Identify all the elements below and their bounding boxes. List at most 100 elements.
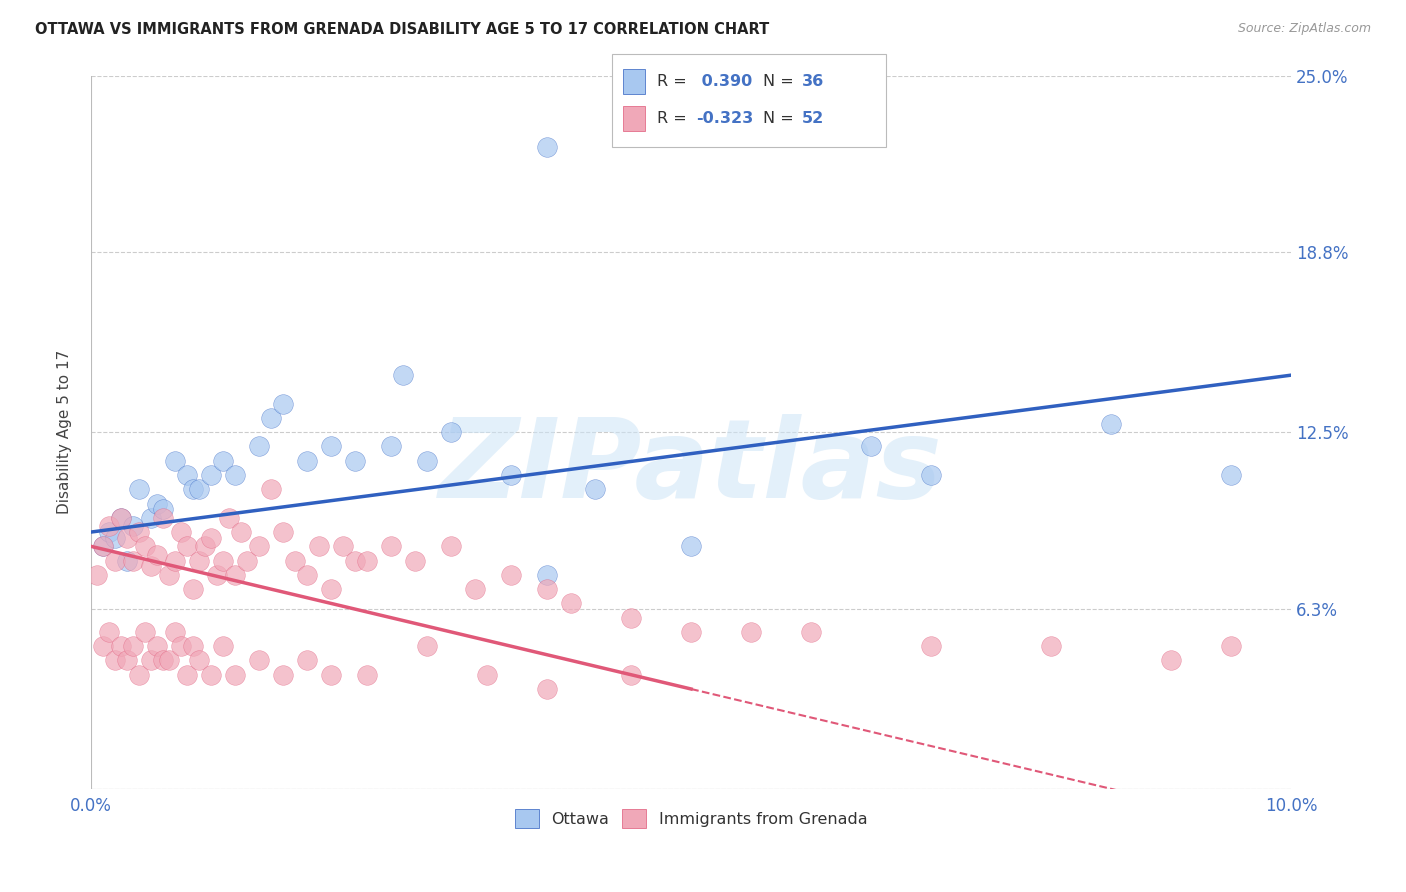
Text: Source: ZipAtlas.com: Source: ZipAtlas.com bbox=[1237, 22, 1371, 36]
Text: 52: 52 bbox=[801, 112, 824, 126]
Point bbox=[247, 440, 270, 454]
Point bbox=[163, 454, 186, 468]
Point bbox=[91, 539, 114, 553]
Point bbox=[536, 567, 558, 582]
Point bbox=[176, 539, 198, 553]
Point bbox=[404, 553, 426, 567]
Point bbox=[319, 582, 342, 596]
Point bbox=[1160, 653, 1182, 667]
Point bbox=[356, 553, 378, 567]
Point bbox=[104, 553, 127, 567]
Point bbox=[146, 496, 169, 510]
Point bbox=[416, 639, 439, 653]
Point bbox=[104, 653, 127, 667]
Point bbox=[86, 567, 108, 582]
Point bbox=[1220, 468, 1243, 483]
Point bbox=[860, 440, 883, 454]
Point bbox=[380, 440, 402, 454]
Point bbox=[271, 397, 294, 411]
Point bbox=[224, 667, 246, 681]
Point bbox=[218, 510, 240, 524]
Point bbox=[181, 582, 204, 596]
Point bbox=[620, 667, 643, 681]
Point bbox=[583, 483, 606, 497]
Point bbox=[200, 667, 222, 681]
Legend: Ottawa, Immigrants from Grenada: Ottawa, Immigrants from Grenada bbox=[509, 802, 875, 834]
Point bbox=[163, 553, 186, 567]
Point bbox=[416, 454, 439, 468]
Point bbox=[332, 539, 354, 553]
Point bbox=[110, 510, 132, 524]
Point bbox=[146, 548, 169, 562]
Point bbox=[1220, 639, 1243, 653]
Point bbox=[115, 531, 138, 545]
Text: R =: R = bbox=[657, 112, 692, 126]
Point bbox=[344, 553, 367, 567]
Point bbox=[212, 553, 235, 567]
Point bbox=[800, 624, 823, 639]
Point bbox=[247, 653, 270, 667]
Point bbox=[620, 610, 643, 624]
Point bbox=[681, 624, 703, 639]
Point bbox=[1040, 639, 1063, 653]
Point bbox=[176, 667, 198, 681]
Point bbox=[475, 667, 498, 681]
Point bbox=[440, 539, 463, 553]
Point bbox=[295, 567, 318, 582]
Point bbox=[122, 553, 145, 567]
Text: N =: N = bbox=[763, 112, 800, 126]
Point bbox=[91, 539, 114, 553]
Point bbox=[247, 539, 270, 553]
Point bbox=[152, 502, 174, 516]
Point bbox=[229, 524, 252, 539]
Point bbox=[260, 411, 283, 425]
Point bbox=[157, 653, 180, 667]
Point bbox=[212, 454, 235, 468]
Point bbox=[319, 440, 342, 454]
Point bbox=[295, 653, 318, 667]
Text: 36: 36 bbox=[801, 74, 824, 88]
Point bbox=[176, 468, 198, 483]
Point bbox=[152, 510, 174, 524]
Point bbox=[97, 624, 120, 639]
Point bbox=[681, 539, 703, 553]
Point bbox=[560, 596, 582, 610]
Point bbox=[97, 519, 120, 533]
Point bbox=[200, 468, 222, 483]
Point bbox=[1099, 417, 1122, 431]
Point bbox=[440, 425, 463, 440]
Point bbox=[110, 510, 132, 524]
Text: ZIPatlas: ZIPatlas bbox=[439, 415, 943, 521]
Point bbox=[392, 368, 415, 383]
Point bbox=[740, 624, 762, 639]
Point bbox=[920, 468, 942, 483]
Point bbox=[194, 539, 217, 553]
Text: R =: R = bbox=[657, 74, 692, 88]
Point bbox=[200, 531, 222, 545]
Point bbox=[536, 582, 558, 596]
Point bbox=[146, 639, 169, 653]
Point bbox=[139, 559, 162, 574]
Point bbox=[139, 653, 162, 667]
Point bbox=[104, 531, 127, 545]
Point bbox=[205, 567, 228, 582]
Point bbox=[181, 639, 204, 653]
Point bbox=[91, 639, 114, 653]
Point bbox=[380, 539, 402, 553]
Point bbox=[115, 653, 138, 667]
Point bbox=[170, 639, 193, 653]
Text: OTTAWA VS IMMIGRANTS FROM GRENADA DISABILITY AGE 5 TO 17 CORRELATION CHART: OTTAWA VS IMMIGRANTS FROM GRENADA DISABI… bbox=[35, 22, 769, 37]
Point bbox=[212, 639, 235, 653]
Point bbox=[224, 567, 246, 582]
Point bbox=[319, 667, 342, 681]
Point bbox=[308, 539, 330, 553]
Point bbox=[122, 639, 145, 653]
Y-axis label: Disability Age 5 to 17: Disability Age 5 to 17 bbox=[58, 350, 72, 515]
Point bbox=[110, 639, 132, 653]
Point bbox=[188, 483, 211, 497]
Point bbox=[157, 567, 180, 582]
Point bbox=[284, 553, 307, 567]
Point bbox=[134, 624, 156, 639]
Point bbox=[536, 681, 558, 696]
Point bbox=[344, 454, 367, 468]
